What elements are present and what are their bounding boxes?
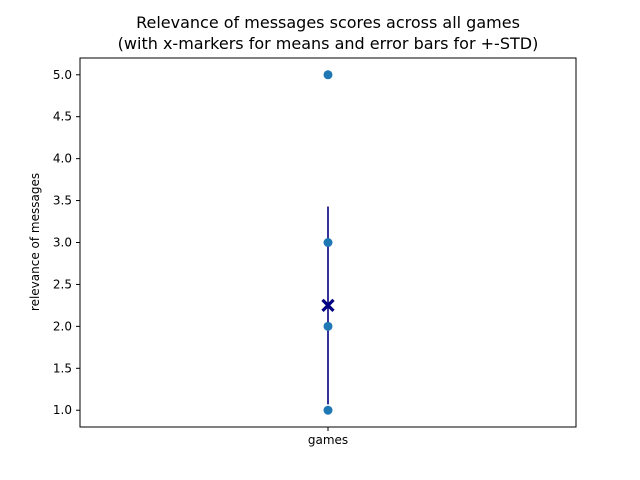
y-tick-label: 2.5 [53,277,72,291]
y-tick-label: 1.0 [53,403,72,417]
data-point [323,321,333,331]
x-tick-label: games [308,433,348,447]
data-point [323,405,333,415]
y-tick-label: 4.0 [53,152,72,166]
data-point [323,238,333,247]
y-tick-label: 1.5 [53,361,72,375]
chart-title-line-2: (with x-markers for means and error bars… [118,34,539,53]
y-axis: 1.0 1.5 2.0 2.5 3.0 3.5 4.0 4.5 5.0 [53,68,80,417]
y-tick-label: 3.0 [53,236,72,250]
chart-title-line-1: Relevance of messages scores across all … [136,13,520,32]
x-axis: games [308,427,348,447]
y-tick-label: 2.0 [53,319,72,333]
y-tick-label: 4.5 [53,110,72,124]
chart-marks [321,70,335,415]
chart-title: Relevance of messages scores across all … [118,13,539,53]
y-axis-label: relevance of messages [28,173,42,311]
mean-marker [321,298,335,313]
y-tick-label: 5.0 [53,68,72,82]
data-point [323,70,333,80]
y-tick-label: 3.5 [53,194,72,208]
